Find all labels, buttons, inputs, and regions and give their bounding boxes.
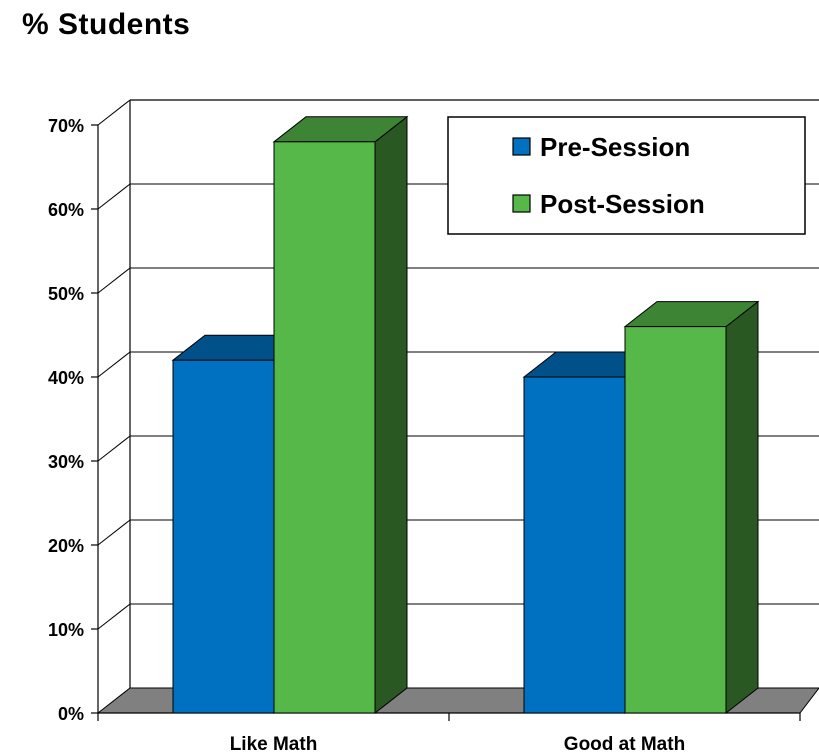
y-tick-label: 20% xyxy=(48,536,84,556)
gridline-side xyxy=(97,351,131,378)
legend-label-post-session: Post-Session xyxy=(540,189,705,219)
bar-side-face xyxy=(725,300,759,715)
chart-title: % Students xyxy=(22,8,191,41)
legend-swatch-post-session xyxy=(512,194,531,213)
legend-box xyxy=(447,116,806,235)
gridline-side xyxy=(97,603,131,630)
x-category-labels: Like Math Good at Math xyxy=(230,734,686,753)
x-category-label: Good at Math xyxy=(564,734,685,753)
legend-label-pre-session: Pre-Session xyxy=(540,132,690,162)
gridline-side xyxy=(97,183,131,210)
y-tick-label: 30% xyxy=(48,452,84,472)
y-tick-label: 0% xyxy=(58,704,84,724)
bars xyxy=(171,115,760,715)
y-tick-label: 70% xyxy=(48,116,84,136)
gridline-side xyxy=(97,519,131,546)
bar-post-session-like-math xyxy=(272,115,409,715)
y-tick-label: 60% xyxy=(48,200,84,220)
bar-front-face xyxy=(172,359,275,714)
gridline-side xyxy=(97,435,131,462)
y-tick-label: 50% xyxy=(48,284,84,304)
y-tick-label: 10% xyxy=(48,620,84,640)
bar-side-face xyxy=(374,115,408,715)
bar-front-face xyxy=(523,376,626,714)
gridline-side xyxy=(97,267,131,294)
y-tick-label: 40% xyxy=(48,368,84,388)
legend: Pre-Session Post-Session xyxy=(447,116,806,235)
bar-post-session-good-at-math xyxy=(623,300,760,715)
x-category-label: Like Math xyxy=(230,734,318,753)
bar-front-face xyxy=(624,326,727,714)
y-tick-labels: 0% 10% 20% 30% 40% 50% 60% 70% xyxy=(48,116,84,724)
gridline-side xyxy=(97,99,131,126)
legend-swatch-pre-session xyxy=(512,137,531,156)
bar-front-face xyxy=(273,141,376,714)
